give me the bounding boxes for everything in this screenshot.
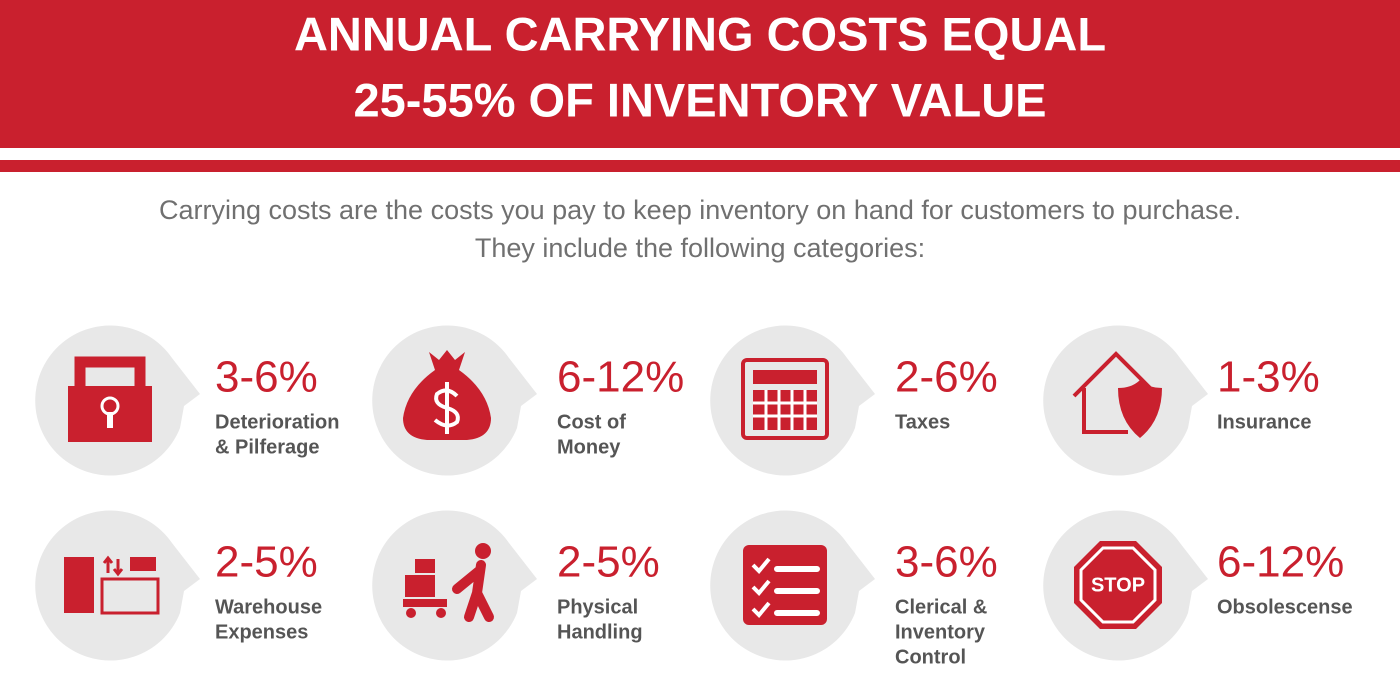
cost-label: Cost of	[557, 411, 626, 433]
intro: Carrying costs are the costs you pay to …	[159, 195, 1241, 225]
handling-icon	[403, 543, 494, 622]
cost-label: Obsolescense	[1217, 596, 1353, 618]
cost-range: 1-3%	[1217, 353, 1320, 402]
lock-icon	[68, 356, 152, 442]
cost-label: Taxes	[895, 411, 950, 433]
warehouse-icon	[64, 555, 160, 615]
cost-label: Money	[557, 436, 621, 458]
cost-range: 3-6%	[895, 538, 998, 587]
cost-range: 2-5%	[557, 538, 660, 587]
cost-label: Warehouse	[215, 596, 322, 618]
icon-bubble	[35, 510, 200, 661]
cost-label: & Pilferage	[215, 436, 319, 458]
cost-label: Deterioration	[215, 411, 339, 433]
tax-calendar-icon	[741, 358, 829, 440]
cost-label: Inventory	[895, 621, 986, 643]
stop-icon: STOP	[1074, 541, 1162, 629]
cost-range: 2-6%	[895, 353, 998, 402]
cost-range: 6-12%	[557, 353, 684, 402]
cost-label: Control	[895, 646, 966, 668]
cost-label: Handling	[557, 621, 643, 643]
cost-label: Physical	[557, 596, 638, 618]
header-banner	[0, 0, 1400, 148]
cost-label: Insurance	[1217, 411, 1311, 433]
money-bag-icon	[403, 350, 491, 440]
intro: They include the following categories:	[475, 233, 925, 263]
cost-range: 2-5%	[215, 538, 318, 587]
title: ANNUAL CARRYING COSTS EQUAL	[294, 7, 1106, 60]
title: 25-55% OF INVENTORY VALUE	[354, 73, 1047, 126]
cost-label: Clerical &	[895, 596, 987, 618]
cost-label: Expenses	[215, 621, 308, 643]
checklist-icon	[743, 545, 827, 625]
stop-text: STOP	[1091, 574, 1145, 596]
cost-range: 3-6%	[215, 353, 318, 402]
cost-range: 6-12%	[1217, 538, 1344, 587]
insurance-icon	[1072, 351, 1162, 438]
header-stripe	[0, 160, 1400, 172]
